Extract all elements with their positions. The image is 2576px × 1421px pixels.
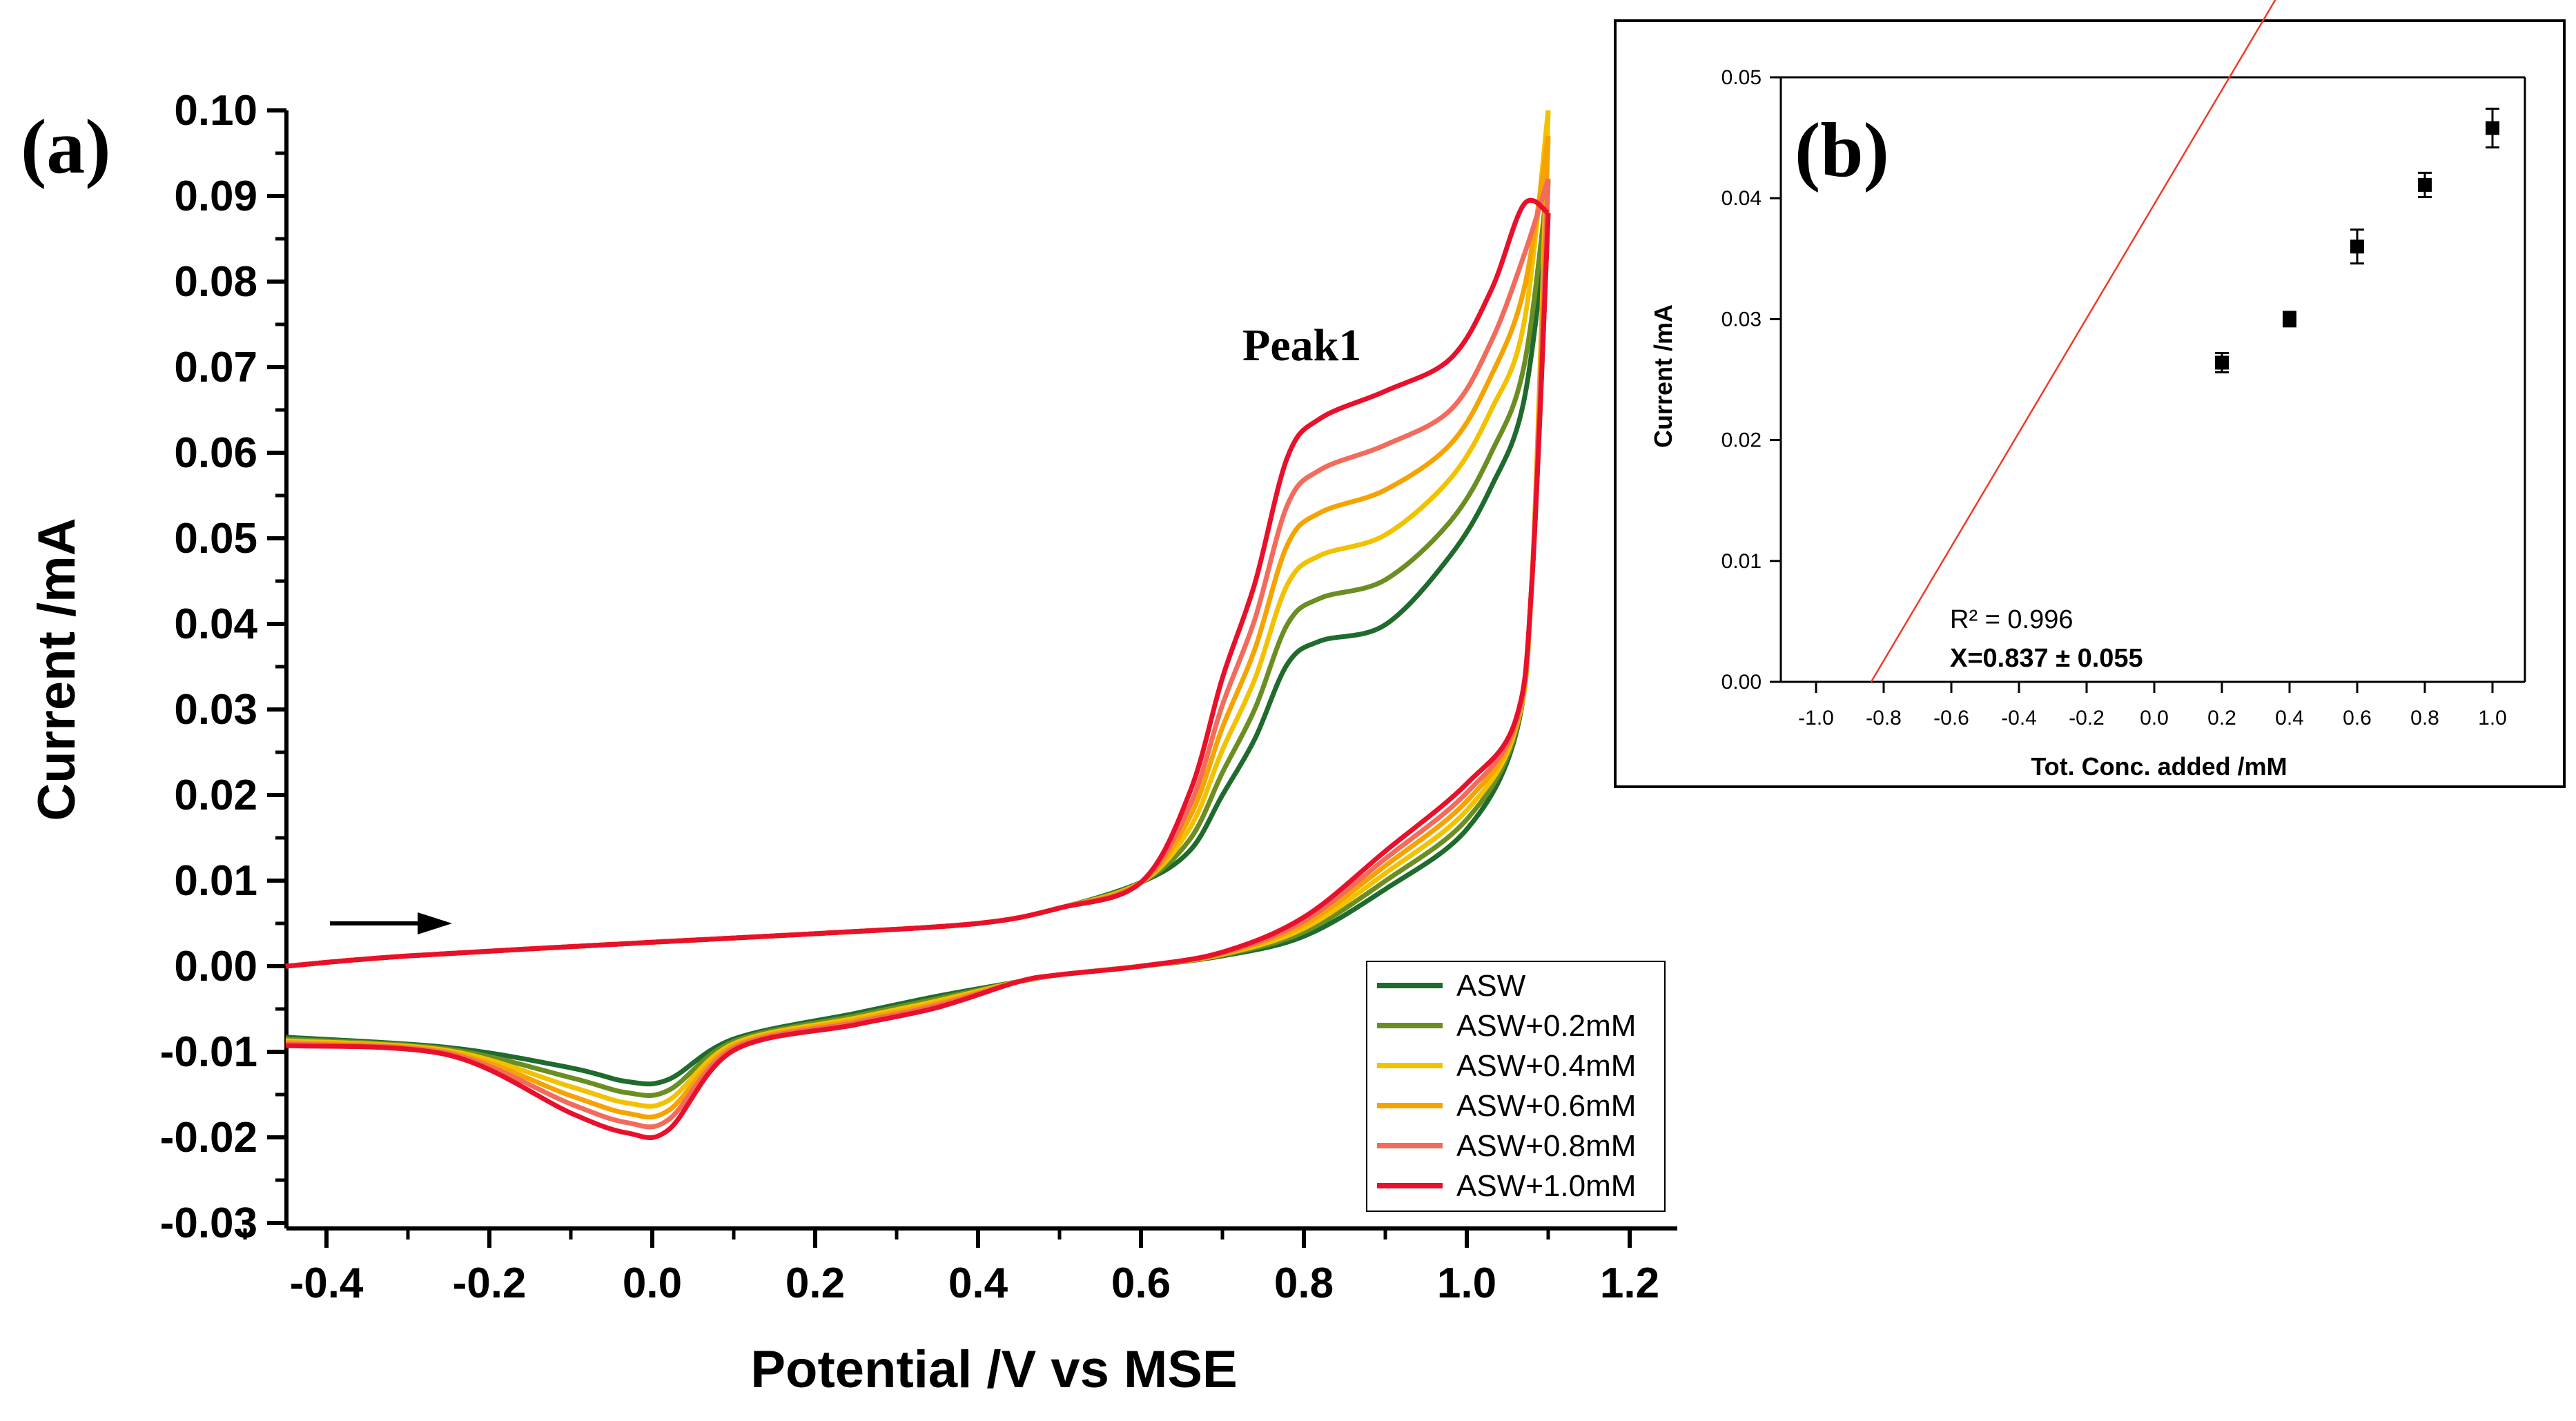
legend: ASW ASW+0.2mM ASW+0.4mM ASW+0.6mM ASW+0.8mM A… (1366, 961, 1666, 1212)
scan-direction-arrow (330, 912, 452, 934)
y-tick-label-a: 0.10 (174, 87, 257, 135)
x-tick-label-a: 1.0 (1437, 1260, 1496, 1307)
panel-label-b: (b) (1795, 108, 1889, 193)
legend-entry: ASW+0.8mM (1456, 1129, 1636, 1163)
data-marker (2486, 121, 2499, 135)
cv-chart-panel: (a) -0.4 -0.2 0.0 0.2 0.4 0.6 0.8 1.0 1.2-0.03-0… (21, 87, 1677, 1399)
cv-forward-scan-line (285, 197, 1550, 969)
r2-label: R² = 0.996 (1950, 605, 2074, 634)
x-tick-label-b: 0.6 (2343, 707, 2372, 729)
y-tick-label-a: 0.08 (174, 258, 257, 306)
x-tick-label-a: 0.0 (623, 1260, 682, 1307)
x-tick-label-b: 0.2 (2207, 707, 2236, 729)
x-tick-label-b: -0.4 (2001, 707, 2037, 729)
y-tick-label-a: -0.02 (160, 1114, 257, 1162)
x-axis-label-a: Potential /V vs MSE (750, 1340, 1237, 1399)
y-tick-label-a: 0.04 (174, 600, 257, 648)
y-tick-label-b: 0.02 (1721, 429, 1762, 452)
legend-entry: ASW+0.6mM (1456, 1089, 1636, 1123)
panel-label-a: (a) (21, 104, 111, 190)
y-tick-label-a: 0.02 (174, 772, 257, 819)
y-tick-label-b: 0.01 (1721, 550, 1762, 573)
cv-forward-scan-line (285, 110, 1551, 969)
y-tick-label-a: 0.03 (174, 686, 257, 734)
cv-reverse-scan-line (285, 110, 1551, 1109)
peak1-annotation: Peak1 (1242, 320, 1361, 371)
data-marker (2418, 177, 2432, 192)
legend-entry: ASW+1.0mM (1456, 1169, 1636, 1203)
data-point (2350, 228, 2364, 265)
x-intercept-label: X=0.837 ± 0.055 (1950, 644, 2143, 673)
cv-reverse-scan-line (285, 179, 1551, 1098)
y-tick-label-b: 0.03 (1721, 308, 1762, 331)
cv-reverse-scan-line (285, 136, 1551, 1120)
data-marker (2283, 312, 2296, 326)
cv-forward-scan-line (285, 178, 1551, 969)
cv-forward-scan-line (285, 135, 1551, 969)
ticks-b: -1.0 -0.8 -0.6 -0.4 -0.2 0.0 0.2 0.4 0.6 0.8 1.0 0.… (1721, 66, 2507, 729)
x-tick-label-a: 0.4 (948, 1260, 1008, 1307)
cv-forward-scan-line (285, 178, 1551, 969)
y-axis-label-b: Current /mA (1649, 304, 1677, 448)
ticks-a: -0.4 -0.2 0.0 0.2 0.4 0.6 0.8 1.0 1.2 -0.03 -0.02 -… (160, 87, 1659, 1307)
x-tick-label-b: -0.2 (2069, 707, 2105, 729)
y-tick-label-a: -0.03 (160, 1199, 257, 1247)
fit-line (1870, 0, 2276, 683)
y-tick-label-a: 0.01 (174, 857, 257, 905)
y-tick-label-a: 0.09 (174, 173, 257, 220)
x-tick-label-b: 0.4 (2275, 707, 2304, 729)
y-tick-label-b: 0.05 (1721, 66, 1762, 89)
data-point (2486, 108, 2499, 149)
x-tick-label-b: 0.8 (2410, 707, 2439, 729)
inset-frame (1614, 19, 2566, 788)
data-marker (2215, 355, 2229, 370)
x-tick-label-b: 0.0 (2140, 707, 2169, 729)
y-tick-label-a: 0.06 (174, 429, 257, 477)
x-tick-label-b: -0.8 (1866, 707, 1902, 729)
data-points (2215, 108, 2499, 373)
linear-fit-line (1870, 0, 2276, 683)
y-tick-label-b: 0.00 (1721, 671, 1762, 694)
data-point (2215, 351, 2229, 373)
calibration-inset-panel: (b) -1.0 -0.8 -0.6 -0.4 -0.2 0.0 0.2 0.4 0.6 0.8 1… (1614, 0, 2566, 788)
y-tick-label-b: 0.04 (1721, 187, 1762, 210)
x-tick-label-a: -0.4 (290, 1260, 364, 1307)
x-tick-label-b: -0.6 (1933, 707, 1969, 729)
y-tick-label-a: 0.05 (174, 515, 257, 562)
legend-entry: ASW+0.2mM (1456, 1009, 1636, 1043)
x-tick-label-a: -0.2 (453, 1260, 527, 1307)
y-tick-label-a: 0.07 (174, 344, 257, 391)
x-tick-label-b: -1.0 (1798, 707, 1834, 729)
cv-curves (285, 110, 1551, 1140)
cv-reverse-scan-line (285, 213, 1551, 1140)
legend-entry: ASW+0.4mM (1456, 1049, 1636, 1083)
data-marker (2350, 239, 2364, 254)
y-tick-label-a: 0.00 (174, 943, 257, 990)
x-tick-label-a: 1.2 (1600, 1260, 1659, 1307)
x-tick-label-b: 1.0 (2478, 707, 2507, 729)
x-tick-label-a: 0.6 (1111, 1260, 1171, 1307)
data-point (2283, 311, 2296, 328)
x-axis-label-b: Tot. Conc. added /mM (2031, 752, 2287, 781)
y-axis-label-a: Current /mA (28, 518, 86, 821)
x-tick-label-a: 0.8 (1274, 1260, 1334, 1307)
data-point (2418, 171, 2432, 198)
legend-entry: ASW (1456, 969, 1526, 1003)
x-tick-label-a: 0.2 (786, 1260, 845, 1307)
y-tick-label-a: -0.01 (160, 1028, 257, 1076)
